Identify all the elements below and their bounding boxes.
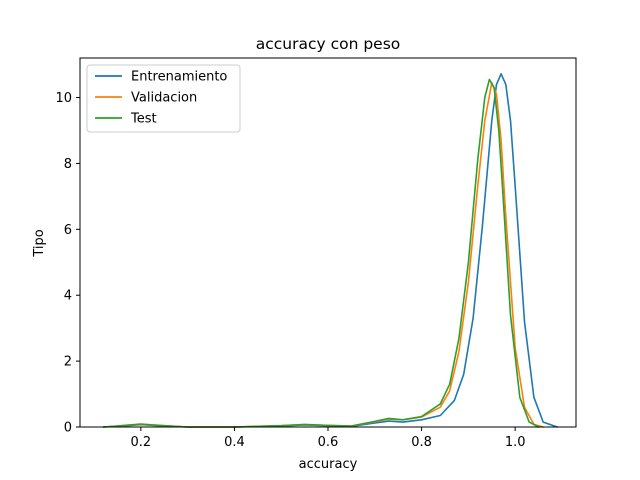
x-tick-label: 0.4 (224, 435, 245, 450)
legend: Entrenamiento Validacion Test (86, 64, 241, 133)
y-tick-label: 10 (55, 91, 72, 106)
legend-label-2: Validacion (131, 91, 197, 106)
y-tick-label: 8 (64, 157, 72, 172)
y-axis-title: Tipo (32, 229, 47, 257)
y-tick-label: 2 (64, 355, 72, 370)
x-axis-title: accuracy (299, 457, 358, 472)
y-tick-label: 0 (64, 421, 72, 436)
x-tick-label: 0.6 (318, 435, 339, 450)
x-tick-label: 0.2 (130, 435, 151, 450)
x-axis: 0.2 0.4 0.6 0.8 1.0 (130, 427, 526, 450)
y-axis: 0 2 4 6 8 10 (55, 91, 80, 436)
legend-label-1: Entrenamiento (131, 70, 227, 85)
plot-area (79, 57, 577, 428)
legend-label-3: Test (130, 112, 157, 127)
y-tick-label: 6 (64, 223, 72, 238)
y-tick-label: 4 (64, 289, 72, 304)
x-tick-label: 1.0 (505, 435, 526, 450)
chart-title: accuracy con peso (256, 35, 401, 53)
legend-box (86, 64, 241, 133)
x-tick-label: 0.8 (411, 435, 432, 450)
